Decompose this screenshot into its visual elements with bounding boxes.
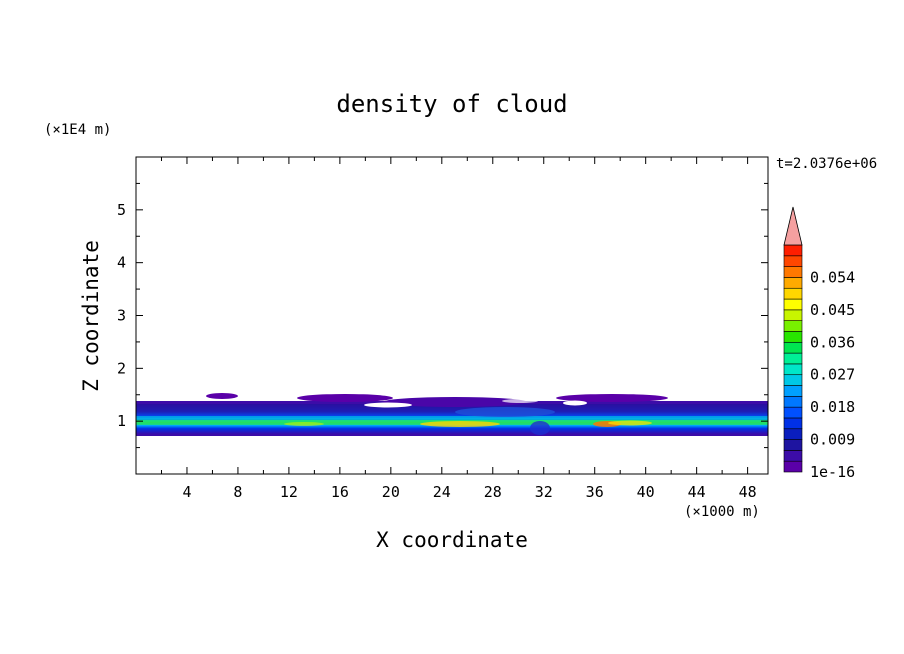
hotspot-13 [284,422,324,426]
colorbar-swatch [783,450,803,462]
colorbar-swatch [783,352,803,365]
colorbar-swatch [783,374,803,386]
lobe-16 [297,394,393,402]
x-tick-label: 4 [182,483,191,501]
lobe-24 [383,397,527,407]
density-field [136,393,768,436]
x-tick-label: 8 [233,483,242,501]
colorbar-label: 0.045 [810,301,855,319]
colorbar-swatch [783,309,803,321]
x-tick-label: 40 [637,483,655,501]
y-tick-label: 1 [117,412,126,430]
colorbar-swatch [783,406,803,419]
colorbar-label: 0.036 [810,333,855,351]
y-tick-label: 5 [117,201,126,219]
chart-title: density of cloud [336,90,567,118]
x-unit-label: (×1000 m) [684,504,760,520]
x-tick-label: 44 [688,483,706,501]
colorbar-swatch [783,298,803,311]
colorbar-swatch [783,287,803,300]
hotspot-24 [420,421,500,427]
x-axis-ticks: 4 8 12 16 20 24 28 32 36 40 44 48 [160,157,757,501]
colorbar-swatch [783,255,803,267]
gap-28 [502,399,538,403]
x-tick-label: 32 [535,483,553,501]
colorbar-label: 0.027 [810,366,855,384]
hotspot-40 [608,420,652,426]
colorbar-swatch [783,266,803,278]
cloud-band-cyan [136,416,768,419]
x-tick-label: 20 [382,483,400,501]
colorbar-swatch [783,363,803,376]
colorbar-swatch [783,385,803,397]
colorbar-swatch [783,244,803,257]
colorbar-swatch [783,417,803,430]
y-axis-label: Z coordinate [79,240,103,392]
x-tick-label: 36 [586,483,604,501]
colorbar-swatch [783,428,803,440]
y-unit-label: (×1E4 m) [44,122,111,138]
colorbar-label: 0.018 [810,398,855,416]
dip-32 [530,421,550,435]
lobe-38 [556,394,668,402]
colorbar-swatch [783,277,803,289]
lobe-7 [206,393,238,399]
x-axis-label: X coordinate [376,528,528,552]
y-tick-label: 3 [117,307,126,325]
x-tick-label: 28 [484,483,502,501]
gap-20 [364,402,412,408]
colorbar-label: 0.054 [810,268,855,286]
x-tick-label: 24 [433,483,451,501]
x-tick-label: 16 [331,483,349,501]
colorbar-swatch [783,331,803,343]
y-tick-label: 4 [117,254,126,272]
y-tick-label: 2 [117,359,126,377]
lobe-29 [455,407,555,417]
colorbar-label: 0.009 [810,431,855,449]
colorbar-label: 1e-16 [810,463,855,481]
colorbar: 1e-16 0.009 0.018 0.027 0.036 0.045 0.054 [783,206,855,481]
y-axis-ticks: 1 2 3 4 5 [117,182,768,449]
colorbar-extend-arrow [783,206,803,246]
colorbar-swatch [783,320,803,332]
x-tick-label: 48 [739,483,757,501]
colorbar-swatch [783,460,803,473]
colorbar-swatch [783,341,803,354]
time-label: t=2.0376e+06 [776,156,877,172]
x-tick-label: 12 [280,483,298,501]
colorbar-swatch [783,439,803,451]
gap-34 [563,400,587,406]
colorbar-swatch [783,396,803,408]
